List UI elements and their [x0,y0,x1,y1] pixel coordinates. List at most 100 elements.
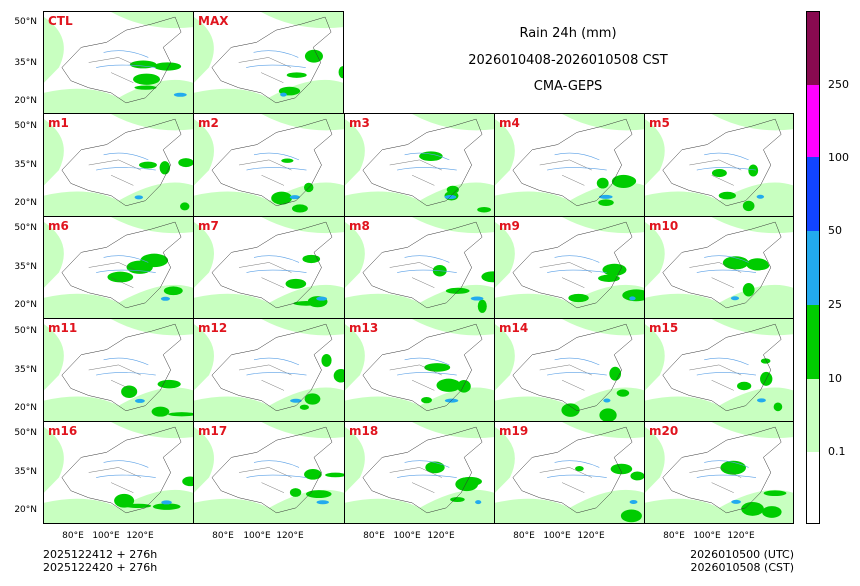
rain-area [562,217,644,234]
rain-area-heavy [163,286,183,296]
rain-area-storm [629,499,638,504]
rain-area [111,217,193,234]
rain-area [345,119,365,186]
rain-area-heavy [140,253,169,268]
map-drawing [645,114,793,216]
panel-label: m11 [48,321,78,335]
rain-area-heavy [450,497,465,503]
map-drawing [495,114,644,216]
rain-area-heavy [596,177,609,189]
rain-area-heavy [620,509,642,523]
country-border [662,118,782,207]
rain-area [412,319,494,336]
rain-area [194,324,214,391]
panel-label: m4 [499,116,520,130]
rain-area-storm [289,195,300,200]
rain-area [261,12,343,29]
rain-area [645,324,665,391]
rain-area-heavy [457,380,471,393]
country-border [512,118,633,207]
river [397,357,457,376]
rain-area [345,387,494,421]
rain-area-heavy [299,404,309,410]
colorbar-tick: 0.1 [828,445,846,458]
rain-area-heavy [333,369,344,383]
rain-area-storm [160,296,171,301]
map-panel-m17: m17 [193,421,345,524]
rain-area-heavy [304,469,322,480]
rain-area-heavy [304,49,323,63]
rain-area-heavy [424,363,451,372]
province-border [689,467,742,493]
rain-area [711,217,793,234]
rain-area [645,182,793,216]
map-panel-ctl: CTL [43,11,194,114]
map-drawing [194,12,343,113]
rain-area-storm [629,296,636,301]
rain-area [44,489,193,523]
country-border [61,16,182,104]
rain-area-heavy [338,66,343,79]
map-panel-m1: m1 [43,113,194,217]
map-drawing [194,422,344,523]
rain-area-storm [756,194,765,199]
rain-area-heavy [742,200,755,212]
lat-label: 50°N [14,17,37,27]
rain-area [495,182,644,216]
lat-label: 20°N [14,505,37,515]
init-time-2: 2025122420 + 276h [43,561,158,574]
rain-area [194,489,344,523]
country-border [211,323,333,412]
colorbar-segment-0 [807,452,819,523]
rain-area-heavy [711,168,727,178]
rain-area-storm [316,296,328,301]
rain-area-heavy [121,385,138,398]
rain-area [711,422,793,439]
rain-area [261,217,344,234]
province-border [389,364,442,391]
map-panel-m15: m15 [644,318,794,422]
country-border [512,426,633,514]
lat-label: 20°N [14,403,37,413]
map-drawing [345,217,494,318]
rain-area [562,319,644,336]
river [547,152,607,171]
map-drawing [495,422,644,523]
rain-area-heavy [305,490,332,498]
river [547,460,607,478]
rain-area-heavy [134,85,157,90]
lat-label: 35°N [14,58,37,68]
rain-area [562,422,644,439]
rain-area-heavy [139,161,157,169]
rain-area-heavy [575,465,584,472]
rain-area-storm [173,92,187,97]
colorbar-tick: 250 [828,78,849,91]
chart-period: 2026010408-2026010508 CST [468,53,668,68]
river [96,460,156,478]
rain-area [194,284,344,318]
country-border [362,118,483,207]
chart-title: Rain 24h (mm) [519,26,617,41]
rain-area [412,422,494,439]
rain-area [44,324,64,391]
river [96,152,156,171]
rain-area [495,222,515,288]
rain-area [495,284,644,318]
map-drawing [495,217,644,318]
rain-area-storm [161,500,172,505]
rain-area-storm [290,398,302,403]
map-drawing [44,114,193,216]
rain-area [495,489,644,523]
rain-area-heavy [124,503,152,509]
river [397,152,457,171]
rain-area-heavy [616,389,630,397]
map-panel-m18: m18 [344,421,495,524]
rain-area-heavy [763,490,787,497]
panel-label: m8 [349,219,370,233]
lat-label: 35°N [14,467,37,477]
rain-area-heavy [286,72,307,78]
rain-area-heavy [180,202,190,211]
province-border [238,262,292,288]
lon-label: 100°E [92,531,120,541]
colorbar [806,11,820,524]
